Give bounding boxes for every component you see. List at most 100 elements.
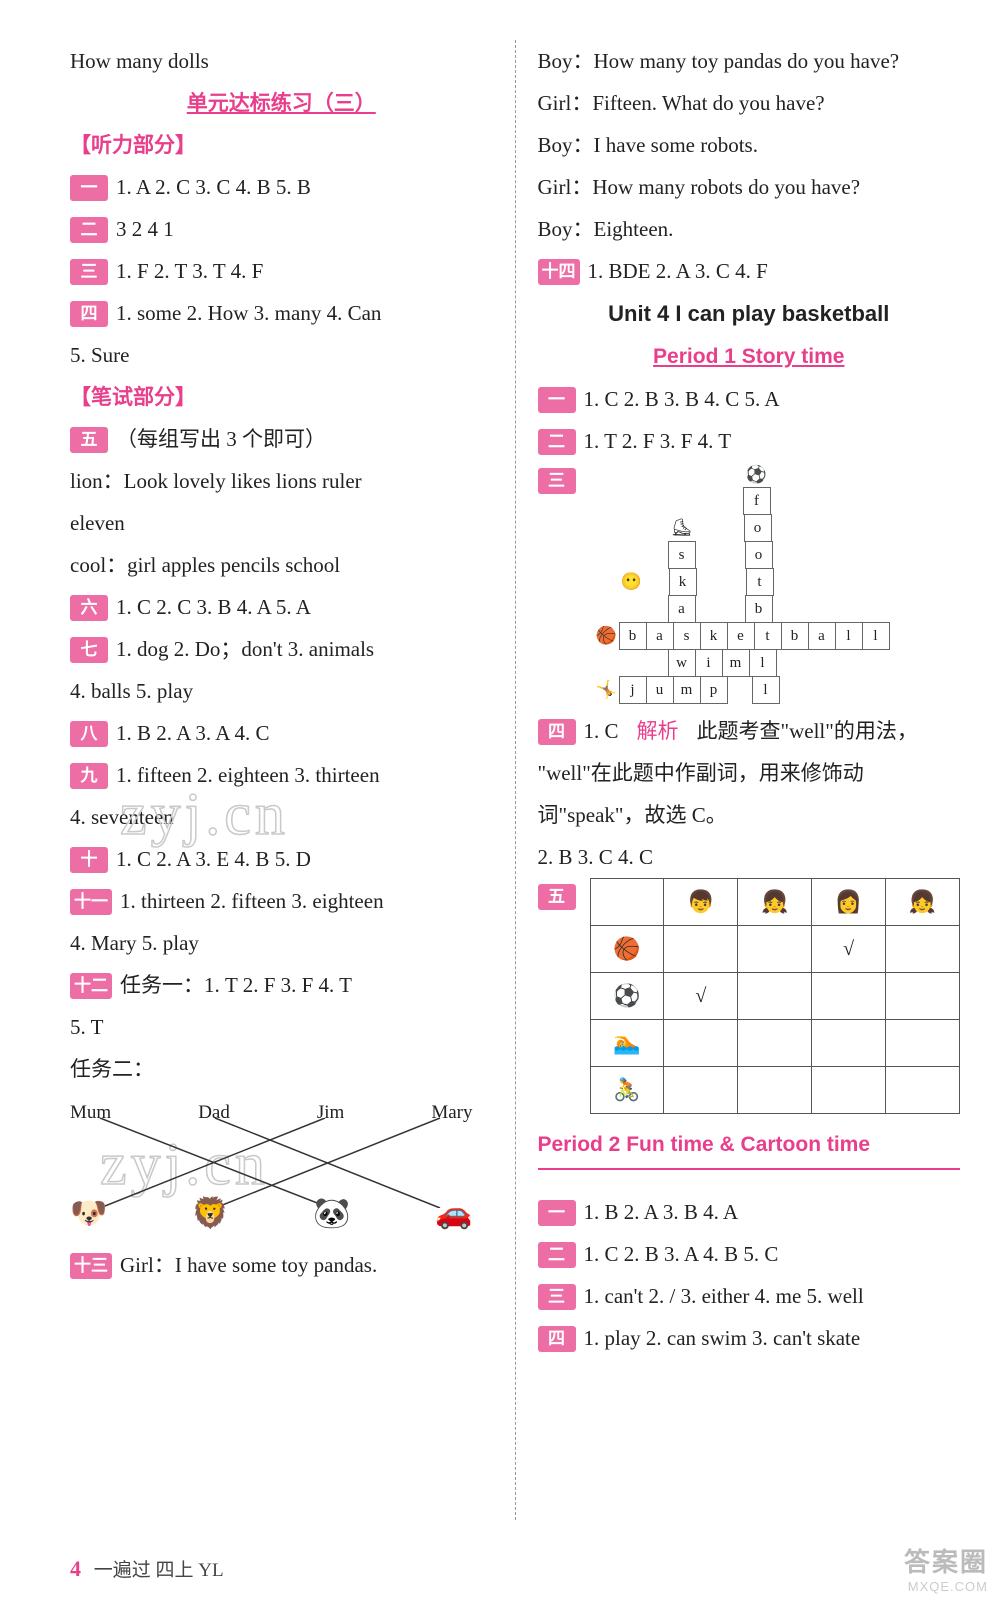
cw-cell: s [673, 622, 701, 650]
text: 1. C 2. A 3. E 4. B 5. D [116, 847, 311, 871]
badge-5r: 五 [538, 884, 576, 910]
badge-3r: 三 [538, 468, 576, 494]
cw-cell: o [745, 541, 773, 569]
text: 1. B 2. A 3. B 4. A [584, 1200, 739, 1224]
cell: √ [664, 973, 738, 1020]
unit-header: 单元达标练习（三） [70, 82, 493, 124]
text: 任务一：1. T 2. F 3. F 4. T [120, 973, 352, 997]
page-footer: 4 一遍过 四上 YL [70, 1555, 224, 1582]
unit4-title: Unit 4 I can play basketball [538, 292, 961, 336]
cw-cell: s [668, 541, 696, 569]
dialogue-line: Girl：How many robots do you have? [538, 166, 961, 208]
badge-4r2: 四 [538, 1326, 576, 1352]
cw-cell: f [743, 487, 771, 515]
cell [664, 1020, 738, 1067]
cell [738, 926, 812, 973]
text: 5. T [70, 1006, 493, 1048]
badge-9: 九 [70, 763, 108, 789]
cw-cell: u [646, 676, 674, 704]
badge-3: 三 [70, 259, 108, 285]
cell: √ [812, 926, 886, 973]
text: 1. dog 2. Do；don't 3. animals [116, 637, 374, 661]
period1-title: Period 1 Story time [538, 336, 961, 378]
face-icon: 😶 [619, 569, 645, 595]
cw-cell: o [744, 514, 772, 542]
period2-title: Period 2 Fun time & Cartoon time [538, 1124, 961, 1170]
corner-wm-top: 答案圈 [904, 1542, 988, 1579]
cw-cell: k [669, 568, 697, 596]
row: 三1. F 2. T 3. T 4. F [70, 250, 493, 292]
text: Girl：I have some toy pandas. [120, 1253, 377, 1277]
corner-watermark: 答案圈 MXQE.COM [904, 1542, 988, 1594]
text: 1. fifteen 2. eighteen 3. thirteen [116, 763, 380, 787]
row: 十一1. thirteen 2. fifteen 3. eighteen [70, 880, 493, 922]
text: 1. C [584, 719, 619, 743]
row: 五 （每组写出 3 个即可） [70, 418, 493, 460]
text: 1. C 2. B 3. A 4. B 5. C [584, 1242, 779, 1266]
cw-cell: m [673, 676, 701, 704]
text: 1. B 2. A 3. A 4. C [116, 721, 269, 745]
writing-header: 【笔试部分】 [70, 376, 493, 418]
text: 1. play 2. can swim 3. can't skate [584, 1326, 861, 1350]
text: How many dolls [70, 40, 493, 82]
cw-cell: a [646, 622, 674, 650]
row: 四 1. play 2. can swim 3. can't skate [538, 1317, 961, 1359]
text: （每组写出 3 个即可） [116, 427, 326, 451]
row: 三1. can't 2. / 3. either 4. me 5. well [538, 1275, 961, 1317]
row: 一 1. C 2. B 3. B 4. C 5. A [538, 378, 961, 420]
cw-cell: m [722, 649, 750, 677]
lion-icon: 🦁 [192, 1184, 229, 1244]
badge-8: 八 [70, 721, 108, 747]
cell [886, 973, 960, 1020]
analysis-label: 解析 [637, 719, 679, 743]
cw-cell: l [752, 676, 780, 704]
dog-icon: 🐶 [70, 1184, 107, 1244]
row-icon: 🏊 [590, 1020, 664, 1067]
row: 八 1. B 2. A 3. A 4. C [70, 712, 493, 754]
row: 十 1. C 2. A 3. E 4. B 5. D [70, 838, 493, 880]
cw-cell: p [700, 676, 728, 704]
row-icon: 🏀 [590, 926, 664, 973]
cell [886, 926, 960, 973]
page-number: 4 [70, 1556, 81, 1581]
jump-icon: 🤸 [594, 677, 620, 703]
text: 5. Sure [70, 334, 493, 376]
text: 1. can't 2. / 3. either 4. me 5. well [584, 1284, 864, 1308]
text: 1. C 2. B 3. B 4. C 5. A [584, 387, 780, 411]
cell [812, 1020, 886, 1067]
row: 一1. A 2. C 3. C 4. B 5. B [70, 166, 493, 208]
task2-label: 任务二： [70, 1048, 493, 1090]
page-content: How many dolls 单元达标练习（三） 【听力部分】 一1. A 2.… [0, 0, 1000, 1540]
text: 4. balls 5. play [70, 670, 493, 712]
skate-icon: ⛸ [669, 515, 695, 541]
row: 七1. dog 2. Do；don't 3. animals [70, 628, 493, 670]
cw-cell: l [749, 649, 777, 677]
cw-cell: a [808, 622, 836, 650]
badge-5: 五 [70, 427, 108, 453]
crossword: ⚽ f ⛸o so 😶kt ab 🏀 b a s k e t b a l l [594, 462, 890, 704]
badge-1r: 一 [538, 387, 576, 413]
cw-cell: b [745, 595, 773, 623]
row: 十三Girl：I have some toy pandas. [70, 1244, 493, 1286]
text: 2. B 3. C 4. C [538, 836, 961, 878]
football-icon: ⚽ [744, 462, 770, 488]
row-icon: ⚽ [590, 973, 664, 1020]
text: 3 2 4 1 [116, 217, 174, 241]
matching-diagram: Mum Dad Jim Mary 🐶 🦁 🐼 🚗 [70, 1094, 493, 1244]
text: 1. some 2. How 3. many 4. Can [116, 301, 381, 325]
badge-6: 六 [70, 595, 108, 621]
car-icon: 🚗 [435, 1184, 472, 1244]
cw-cell: t [746, 568, 774, 596]
head-icon: 👧 [886, 879, 960, 926]
badge-10: 十 [70, 847, 108, 873]
ability-table: 👦 👧 👩 👧 🏀 √ ⚽ √ [590, 878, 961, 1114]
cw-cell: l [835, 622, 863, 650]
cell [886, 1020, 960, 1067]
row: 四1. some 2. How 3. many 4. Can [70, 292, 493, 334]
listening-header: 【听力部分】 [70, 124, 493, 166]
row: 二1. T 2. F 3. F 4. T [538, 420, 961, 462]
row: 一1. B 2. A 3. B 4. A [538, 1191, 961, 1233]
left-column: How many dolls 单元达标练习（三） 【听力部分】 一1. A 2.… [70, 40, 515, 1520]
cw-cell: a [668, 595, 696, 623]
text: 1. A 2. C 3. C 4. B 5. B [116, 175, 311, 199]
